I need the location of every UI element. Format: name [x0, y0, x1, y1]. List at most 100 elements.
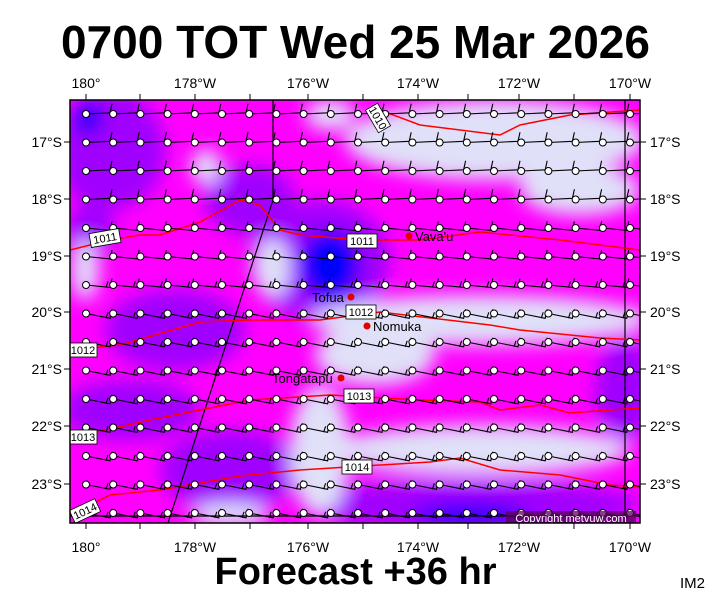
- wind-station-circle: [218, 252, 226, 261]
- wind-station-circle: [626, 366, 634, 375]
- wind-barb: [412, 249, 439, 260]
- wind-station-circle: [136, 423, 145, 432]
- wind-station-circle: [299, 138, 308, 147]
- wind-station-circle: [435, 366, 444, 375]
- place-label-vavau: Vava'u: [415, 229, 453, 244]
- wind-station-circle: [82, 281, 90, 289]
- wind-station-circle: [408, 281, 417, 289]
- wind-station-circle: [136, 252, 145, 261]
- wind-station-circle: [245, 395, 254, 403]
- lat-label: 21°S: [650, 361, 681, 377]
- wind-station-circle: [163, 366, 172, 375]
- boundary-line: [167, 199, 274, 523]
- wind-station-circle: [136, 452, 145, 460]
- wind-station-circle: [163, 281, 172, 289]
- wind-station-circle: [82, 224, 90, 232]
- wind-station-circle: [571, 167, 580, 175]
- wind-station-circle: [381, 395, 390, 403]
- wind-station-circle: [408, 423, 417, 432]
- lat-label: 19°S: [31, 248, 62, 264]
- wind-station-circle: [218, 138, 226, 147]
- wind-station-circle: [544, 167, 553, 175]
- wind-station-circle: [490, 309, 498, 318]
- wind-station-circle: [490, 366, 498, 375]
- wind-station-circle: [517, 195, 526, 204]
- wind-station-circle: [517, 167, 526, 175]
- wind-station-circle: [109, 480, 118, 489]
- place-label-tofua: Tofua: [312, 290, 345, 305]
- wind-barb: [521, 221, 548, 231]
- wind-station-circle: [163, 252, 172, 261]
- wind-station-circle: [218, 423, 226, 432]
- wind-station-circle: [517, 423, 526, 432]
- wind-station-circle: [136, 195, 145, 204]
- wind-station-circle: [109, 509, 118, 517]
- wind-station-circle: [354, 281, 362, 289]
- wind-station-circle: [299, 167, 308, 175]
- wind-station-circle: [163, 509, 172, 517]
- wind-station-circle: [571, 423, 580, 432]
- wind-station-circle: [190, 509, 199, 517]
- wind-station-circle: [408, 110, 417, 118]
- lon-label: 178°W: [174, 75, 217, 91]
- wind-station-circle: [571, 110, 580, 118]
- wind-station-circle: [626, 395, 634, 403]
- wind-station-circle: [598, 423, 607, 432]
- wind-station-circle: [571, 338, 580, 346]
- wind-station-circle: [571, 224, 580, 232]
- wind-station-circle: [354, 338, 362, 346]
- wind-station-circle: [272, 509, 281, 517]
- wind-station-circle: [299, 224, 308, 232]
- wind-station-circle: [490, 338, 498, 346]
- wind-station-circle: [245, 138, 254, 147]
- forecast-label: Forecast +36 hr: [214, 551, 497, 593]
- wind-barb: [602, 249, 630, 260]
- wind-station-circle: [109, 167, 118, 175]
- wind-station-circle: [136, 167, 145, 175]
- wind-station-circle: [190, 224, 199, 232]
- wind-station-circle: [435, 195, 444, 204]
- lon-axis-top: 180° 178°W 176°W 174°W 172°W 170°W: [72, 75, 652, 91]
- wind-barb: [466, 249, 494, 260]
- wind-station-circle: [490, 167, 498, 175]
- lon-label: 174°W: [397, 539, 440, 555]
- wind-station-circle: [326, 423, 335, 432]
- wind-station-circle: [381, 338, 390, 346]
- wind-barb: [629, 141, 640, 144]
- wind-barb: [602, 278, 630, 288]
- lat-label: 23°S: [31, 476, 62, 492]
- wind-station-circle: [136, 224, 145, 232]
- wind-station-circle: [381, 452, 390, 460]
- wind-station-circle: [82, 110, 90, 118]
- wind-station-circle: [190, 423, 199, 432]
- wind-station-circle: [272, 281, 281, 289]
- wind-station-circle: [326, 309, 335, 318]
- wind-station-circle: [544, 309, 553, 318]
- wind-station-circle: [272, 195, 281, 204]
- wind-station-circle: [598, 452, 607, 460]
- wind-station-circle: [299, 509, 308, 517]
- wind-station-circle: [517, 281, 526, 289]
- wind-station-circle: [190, 309, 199, 318]
- wind-barb: [466, 221, 494, 231]
- isobar-label: 1013: [347, 391, 371, 403]
- wind-barb: [357, 278, 385, 288]
- wind-station-circle: [462, 138, 471, 147]
- wind-station-circle: [462, 167, 471, 175]
- wind-station-circle: [245, 110, 254, 118]
- wind-station-circle: [490, 195, 498, 204]
- wind-station-circle: [408, 338, 417, 346]
- wind-station-circle: [326, 452, 335, 460]
- lon-label: 180°: [72, 75, 101, 91]
- wind-barb: [602, 221, 630, 231]
- place-label-tongatapu: Tongatapu: [272, 371, 333, 386]
- wind-station-circle: [190, 338, 199, 346]
- wind-station-circle: [490, 110, 498, 118]
- wind-station-circle: [136, 110, 145, 118]
- wind-station-circle: [517, 252, 526, 261]
- wind-station-circle: [163, 338, 172, 346]
- wind-station-circle: [136, 138, 145, 147]
- wind-barb: [276, 278, 303, 288]
- wind-station-circle: [381, 224, 390, 232]
